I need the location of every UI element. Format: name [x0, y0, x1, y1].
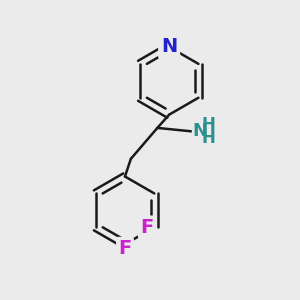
Text: F: F [140, 218, 154, 237]
Text: N: N [161, 38, 177, 56]
Text: F: F [118, 239, 132, 258]
Text: H: H [202, 116, 216, 134]
Text: N: N [193, 122, 208, 140]
Text: H: H [202, 129, 216, 147]
